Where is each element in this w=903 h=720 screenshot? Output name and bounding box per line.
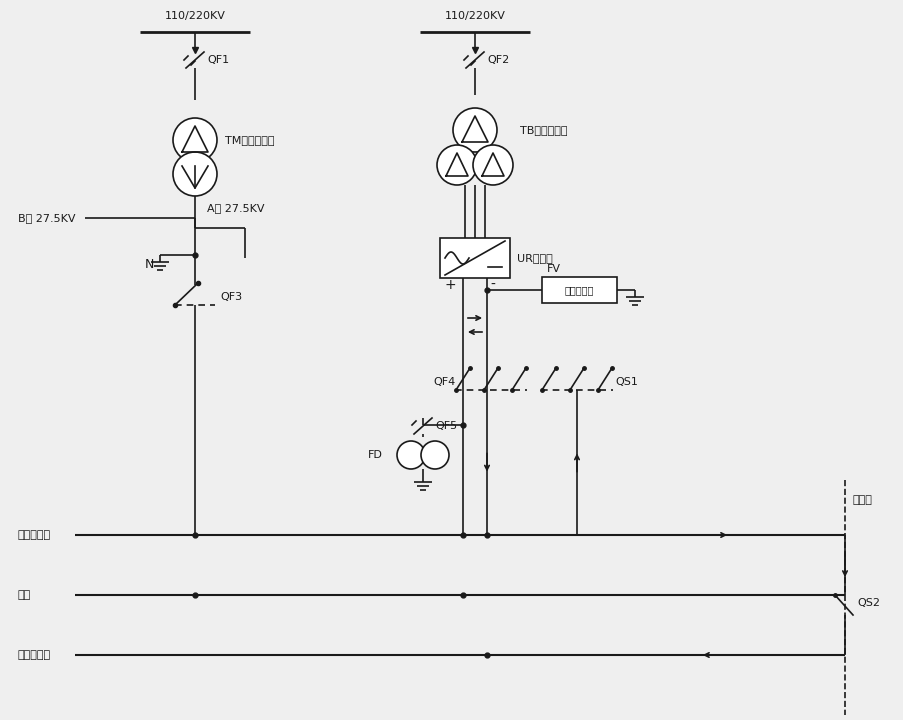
Text: QS2: QS2	[856, 598, 879, 608]
Circle shape	[172, 118, 217, 162]
Text: -: -	[489, 278, 494, 292]
Text: QF4: QF4	[433, 377, 455, 387]
Text: 钐轨: 钐轨	[18, 590, 32, 600]
Circle shape	[452, 108, 497, 152]
Circle shape	[396, 441, 424, 469]
Text: 分区所: 分区所	[852, 495, 872, 505]
Text: QF1: QF1	[207, 55, 228, 65]
Text: QF3: QF3	[219, 292, 242, 302]
Text: 牵引网下行: 牵引网下行	[18, 650, 51, 660]
Text: FD: FD	[368, 450, 383, 460]
Text: 110/220KV: 110/220KV	[164, 11, 225, 21]
Text: QS1: QS1	[614, 377, 638, 387]
Circle shape	[421, 441, 449, 469]
Text: TB整流变压器: TB整流变压器	[519, 125, 567, 135]
Text: TM牵引变压器: TM牵引变压器	[225, 135, 275, 145]
Text: 牵引网上行: 牵引网上行	[18, 530, 51, 540]
Text: B管 27.5KV: B管 27.5KV	[18, 213, 76, 223]
Text: N: N	[144, 258, 154, 271]
Bar	[542, 277, 617, 303]
Text: +: +	[444, 278, 456, 292]
Text: UR整流器: UR整流器	[517, 253, 552, 263]
Circle shape	[436, 145, 477, 185]
Text: FV: FV	[546, 264, 561, 274]
Circle shape	[172, 152, 217, 196]
Text: QF5: QF5	[434, 421, 457, 431]
Text: 出压限制器: 出压限制器	[564, 285, 593, 295]
Bar	[440, 238, 509, 278]
Text: QF2: QF2	[487, 55, 508, 65]
Text: 110/220KV: 110/220KV	[444, 11, 505, 21]
Circle shape	[472, 145, 512, 185]
Text: A管 27.5KV: A管 27.5KV	[207, 203, 265, 213]
